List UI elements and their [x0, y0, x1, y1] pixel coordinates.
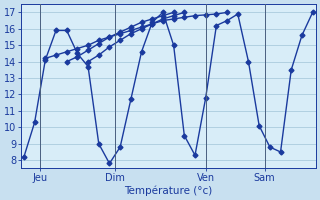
X-axis label: Température (°c): Température (°c)	[124, 185, 212, 196]
